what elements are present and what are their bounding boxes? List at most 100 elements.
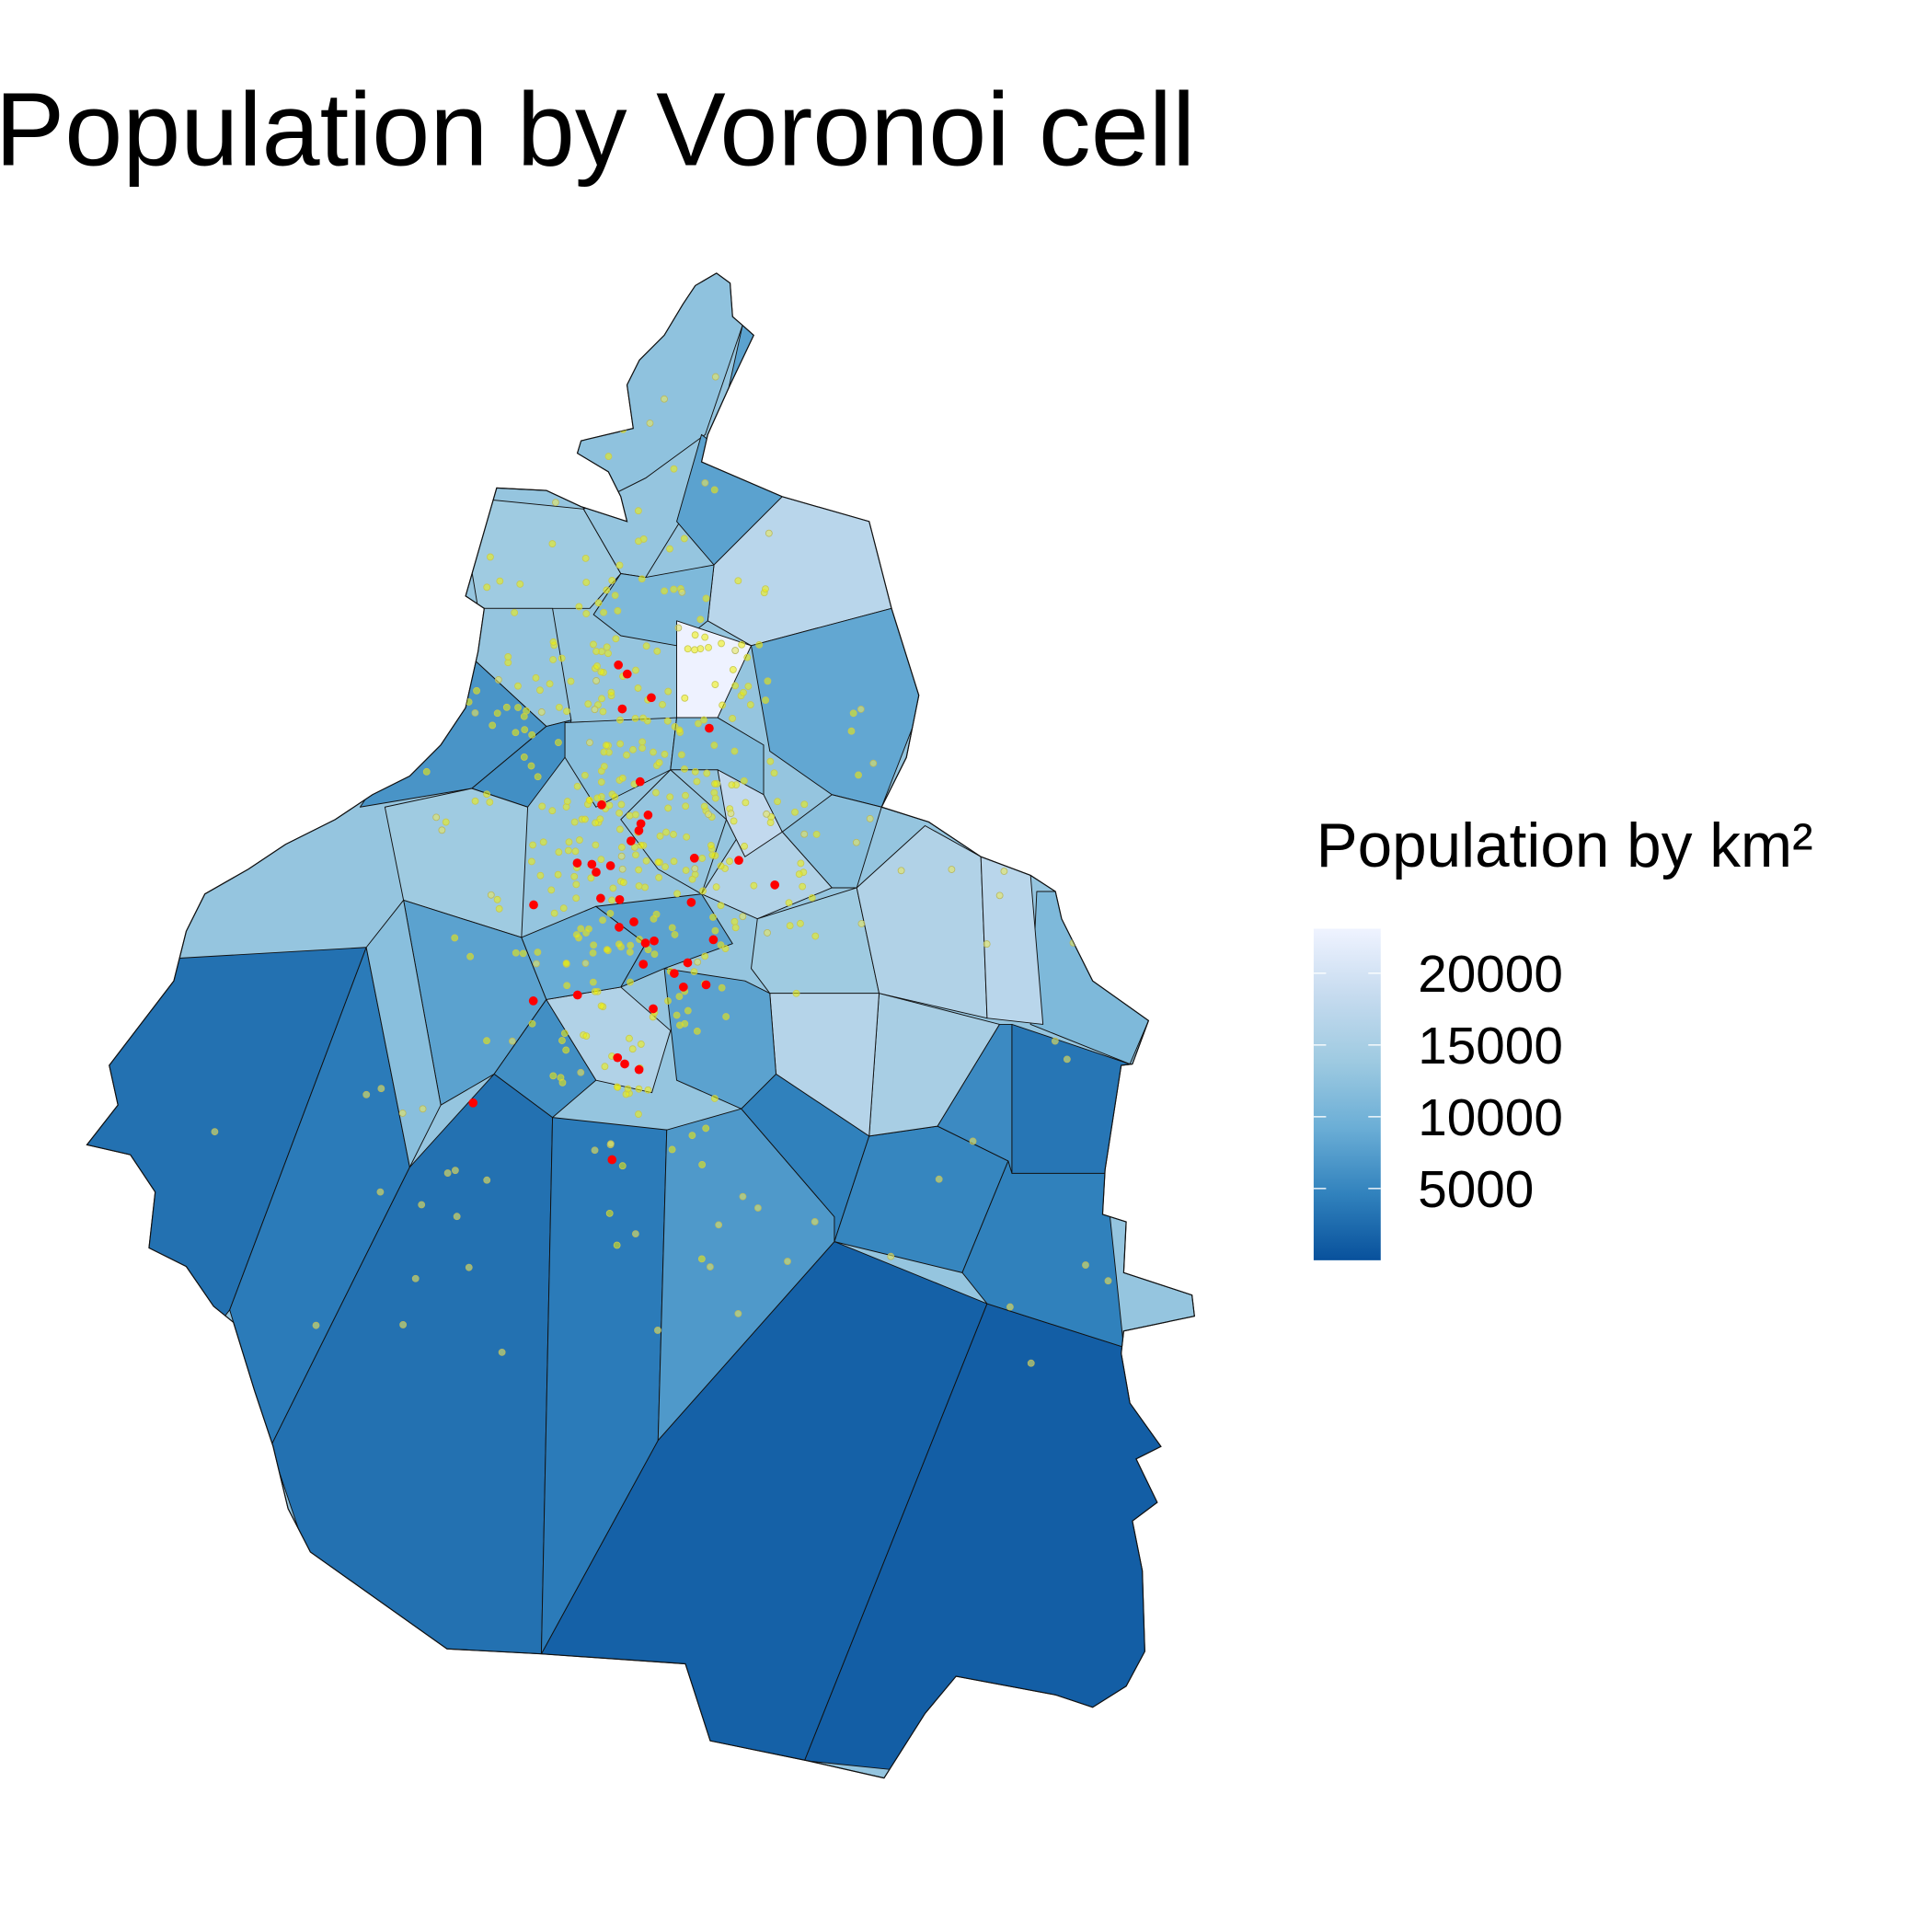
sample-point	[681, 765, 688, 773]
sample-point	[1163, 1167, 1171, 1175]
sample-point	[696, 645, 705, 653]
sample-point-red	[572, 858, 582, 868]
sample-point-red	[615, 895, 625, 904]
sample-point	[892, 457, 901, 466]
sample-point	[707, 1263, 714, 1271]
sample-point	[1158, 463, 1166, 471]
sample-point	[753, 1204, 762, 1212]
sample-point	[442, 818, 450, 826]
sample-point	[698, 1161, 707, 1168]
sample-point	[536, 871, 545, 880]
sample-point	[483, 1037, 490, 1045]
sample-point	[626, 949, 634, 956]
sample-point	[653, 647, 661, 655]
sample-point	[691, 631, 699, 639]
sample-point-red	[708, 935, 719, 945]
sample-point	[422, 767, 431, 776]
sample-point	[519, 949, 527, 958]
sample-point	[627, 941, 635, 949]
voronoi-cell	[717, 769, 783, 857]
sample-point	[847, 727, 856, 735]
sample-point	[494, 676, 502, 684]
sample-point	[373, 633, 380, 641]
sample-point	[636, 936, 643, 944]
sample-point	[508, 1037, 516, 1045]
sample-point	[688, 1132, 696, 1140]
sample-point	[811, 1218, 819, 1225]
sample-point	[451, 1167, 459, 1175]
sample-point	[734, 1309, 742, 1317]
sample-point-red	[678, 982, 688, 992]
sample-point	[570, 818, 579, 826]
sample-point-red	[686, 898, 696, 907]
sample-point	[493, 709, 501, 718]
sample-point-red	[587, 859, 597, 869]
sample-point	[563, 707, 570, 716]
sample-point	[428, 666, 435, 674]
sample-point	[537, 708, 546, 716]
sample-point	[727, 810, 735, 818]
sample-point	[351, 400, 358, 408]
sample-point	[453, 1213, 461, 1221]
sample-point	[786, 922, 794, 930]
sample-point	[740, 688, 747, 696]
sample-point	[762, 585, 769, 593]
sample-point	[443, 478, 451, 487]
sample-point	[520, 753, 528, 761]
sample-point	[451, 934, 459, 942]
sample-point	[931, 538, 939, 546]
sample-point	[411, 1274, 420, 1282]
sample-point	[650, 748, 657, 756]
sample-point	[438, 615, 446, 623]
sample-point	[1108, 523, 1116, 531]
sample-point	[521, 726, 529, 734]
sample-point	[1137, 371, 1145, 379]
sample-point	[638, 744, 647, 753]
sample-point	[887, 1252, 895, 1260]
sample-point	[808, 893, 816, 902]
sample-point	[670, 465, 678, 473]
sample-point	[205, 394, 213, 402]
sample-point	[695, 719, 702, 728]
sample-point	[1084, 486, 1092, 494]
sample-point	[750, 881, 758, 890]
sample-point	[696, 615, 705, 624]
sample-point	[661, 395, 668, 403]
sample-point	[857, 705, 865, 713]
sample-point	[563, 798, 571, 806]
sample-point	[1082, 1261, 1089, 1269]
map-title: Population by Voronoi cell	[0, 71, 1195, 188]
sample-point	[857, 920, 866, 927]
sample-point	[211, 1128, 219, 1136]
sample-point	[664, 687, 673, 696]
sample-point	[742, 799, 750, 807]
sample-point	[528, 1019, 536, 1028]
sample-point	[1027, 1359, 1035, 1367]
sample-point	[495, 904, 503, 913]
sample-point	[1051, 1037, 1059, 1045]
sample-point	[662, 828, 670, 836]
sample-point-red	[607, 1155, 617, 1165]
sample-point	[577, 925, 585, 933]
sample-point	[705, 811, 712, 819]
sample-point	[693, 777, 701, 786]
voronoi-cell	[564, 717, 678, 808]
sample-point	[639, 714, 647, 722]
sample-point	[438, 826, 446, 834]
sample-point	[1130, 797, 1138, 805]
sample-point	[424, 545, 432, 553]
sample-point	[635, 882, 643, 890]
sample-point	[730, 817, 738, 825]
sample-point	[728, 781, 736, 789]
sample-point	[717, 941, 725, 949]
sample-point	[684, 645, 692, 653]
sample-point	[611, 793, 619, 800]
sample-point	[642, 857, 650, 865]
sample-point	[639, 535, 648, 543]
sample-point	[762, 696, 770, 704]
sample-point	[483, 1176, 491, 1184]
sample-point	[571, 847, 580, 856]
sample-point	[694, 958, 702, 966]
sample-point-red	[647, 693, 656, 703]
